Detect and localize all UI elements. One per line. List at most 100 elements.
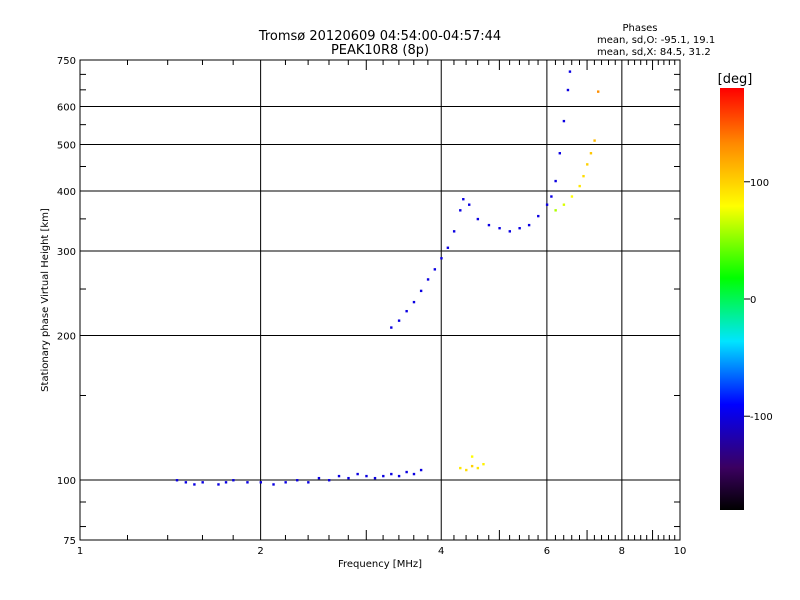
data-point bbox=[468, 203, 471, 206]
data-point bbox=[518, 227, 521, 230]
data-point bbox=[259, 481, 263, 484]
data-point bbox=[405, 470, 408, 474]
y-tick-label: 600 bbox=[57, 103, 76, 114]
data-point bbox=[465, 468, 468, 472]
data-point bbox=[412, 472, 416, 476]
phases-x-stats: mean, sd,X: 84.5, 31.2 bbox=[597, 47, 711, 58]
data-point bbox=[554, 179, 557, 183]
data-point bbox=[566, 88, 570, 92]
data-point bbox=[482, 462, 485, 466]
y-tick-label: 500 bbox=[57, 141, 76, 152]
colorbar bbox=[720, 88, 744, 510]
phases-o-stats: mean, sd,O: -95.1, 19.1 bbox=[597, 35, 715, 46]
data-point bbox=[356, 472, 359, 476]
data-point bbox=[365, 474, 368, 478]
data-point bbox=[459, 209, 462, 212]
x-tick-label: 1 bbox=[77, 546, 83, 557]
data-point bbox=[568, 70, 572, 73]
colorbar-tick-label: 0 bbox=[750, 295, 756, 306]
data-point bbox=[476, 466, 480, 470]
data-point bbox=[470, 464, 474, 468]
data-point bbox=[373, 476, 377, 480]
data-point bbox=[184, 481, 188, 484]
data-point bbox=[593, 139, 596, 142]
data-point bbox=[224, 481, 228, 484]
data-point bbox=[589, 152, 593, 155]
chart-title: Tromsø 20120609 04:54:00-04:57:44 bbox=[258, 29, 501, 44]
data-point bbox=[476, 217, 480, 221]
y-tick-label: 400 bbox=[57, 187, 76, 198]
data-point bbox=[201, 481, 204, 484]
colorbar-tick-label: 100 bbox=[750, 178, 769, 189]
data-point bbox=[462, 198, 465, 201]
data-point bbox=[527, 223, 531, 227]
data-point bbox=[246, 481, 249, 484]
data-point bbox=[459, 466, 462, 470]
data-point bbox=[452, 230, 456, 233]
data-point bbox=[586, 163, 589, 166]
y-tick-label: 750 bbox=[57, 56, 76, 67]
data-point bbox=[175, 479, 179, 482]
data-point bbox=[217, 483, 220, 486]
x-tick-label: 4 bbox=[438, 546, 444, 557]
data-point bbox=[232, 479, 235, 482]
data-point bbox=[446, 246, 450, 249]
y-tick-label: 75 bbox=[63, 536, 76, 547]
data-point bbox=[193, 483, 196, 486]
x-tick-label: 2 bbox=[257, 546, 263, 557]
axis-ticks: 1 2 4 6 8 10 75 100 200 300 400 500 600 750 bbox=[57, 56, 686, 557]
x-axis-label: Frequency [MHz] bbox=[338, 559, 422, 570]
data-point bbox=[272, 483, 275, 486]
y-tick-label: 100 bbox=[57, 476, 76, 487]
data-point bbox=[317, 476, 321, 480]
data-point bbox=[498, 227, 501, 230]
chart-subtitle: PEAK10R8 (8p) bbox=[331, 43, 429, 58]
data-point bbox=[405, 309, 408, 313]
data-point bbox=[440, 257, 443, 260]
data-point bbox=[284, 481, 287, 484]
data-point bbox=[426, 278, 430, 281]
colorbar-tick-label: -100 bbox=[750, 412, 773, 423]
x-tick-label: 6 bbox=[544, 546, 550, 557]
data-point bbox=[545, 203, 549, 206]
data-point bbox=[296, 479, 299, 482]
data-point bbox=[562, 203, 566, 206]
data-point bbox=[578, 184, 581, 188]
colorbar-ticks: 100 0 -100 bbox=[744, 178, 773, 423]
data-point bbox=[508, 230, 512, 233]
colorbar-label: [deg] bbox=[718, 72, 753, 87]
data-point bbox=[487, 223, 491, 227]
grid bbox=[80, 60, 680, 540]
data-point bbox=[397, 474, 401, 478]
data-point bbox=[390, 472, 393, 476]
data-point bbox=[412, 300, 416, 304]
y-tick-label: 200 bbox=[57, 332, 76, 343]
y-axis-label: Stationary phase Virtual Height [km] bbox=[40, 208, 51, 392]
data-point bbox=[554, 209, 557, 212]
data-point bbox=[382, 474, 385, 478]
data-point bbox=[337, 474, 341, 478]
data-point bbox=[570, 195, 574, 198]
data-point bbox=[537, 214, 540, 218]
phases-title: Phases bbox=[622, 23, 657, 34]
data-point bbox=[419, 468, 423, 472]
data-point bbox=[397, 319, 401, 322]
data-point bbox=[582, 174, 585, 178]
y-tick-label: 300 bbox=[57, 247, 76, 258]
data-point bbox=[550, 195, 553, 198]
data-point bbox=[347, 476, 350, 480]
data-point bbox=[596, 90, 600, 93]
x-tick-label: 8 bbox=[619, 546, 625, 557]
data-points bbox=[175, 70, 600, 486]
data-point bbox=[307, 481, 310, 484]
data-point bbox=[419, 289, 423, 293]
data-point bbox=[327, 479, 331, 482]
data-point bbox=[558, 152, 562, 155]
plot-frame bbox=[79, 59, 681, 541]
data-point bbox=[470, 455, 474, 458]
data-point bbox=[390, 326, 393, 329]
data-point bbox=[433, 268, 437, 271]
x-tick-label: 10 bbox=[674, 546, 687, 557]
data-point bbox=[562, 119, 566, 123]
